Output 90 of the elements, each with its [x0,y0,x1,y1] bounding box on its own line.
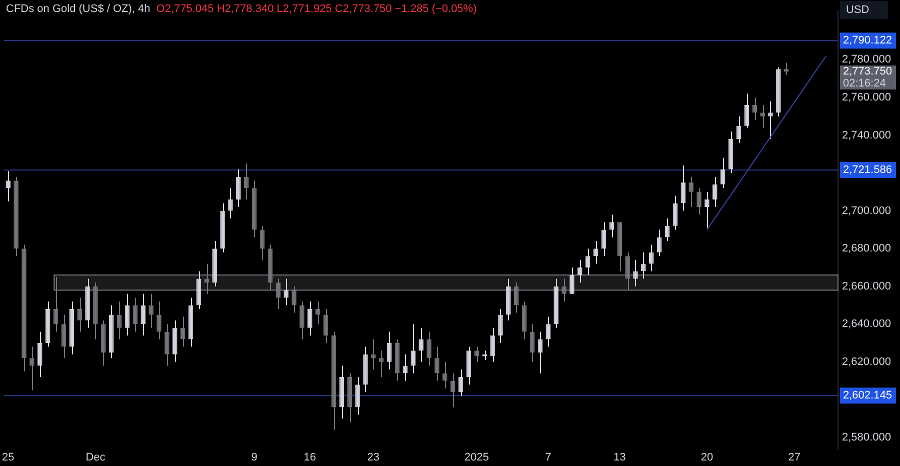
x-tick-label: 16 [304,451,316,464]
text: USD [846,4,870,16]
candlestick [236,168,241,208]
candlestick [578,259,582,284]
candlestick [490,327,495,362]
ref-line-label: 2,602.145 [843,390,892,402]
candlestick [164,324,170,366]
candlestick [410,324,416,374]
candlestick [768,100,773,140]
candlestick [585,248,590,276]
candlestick [434,346,440,382]
candlestick [284,278,288,306]
candlestick [323,308,328,344]
candlestick [292,286,296,314]
y-tick-label: 2,640.000 [842,318,891,330]
y-tick-label: 2,680.000 [842,242,891,255]
candlestick [664,218,670,242]
candlestick [140,293,146,336]
candlestick [308,300,312,336]
candlestick [752,96,757,121]
candlestick [760,104,765,128]
ref-line-label: 2,790.122 [843,34,892,47]
candlestick [680,164,686,212]
candlestick [720,157,726,189]
text: 2,773.750 [843,66,892,78]
candlestick [641,252,646,280]
x-tick-label: 7 [545,451,552,464]
candlestick [514,282,519,314]
y-tick-label: 2,660.000 [842,280,891,292]
candlestick [116,300,122,340]
candlestick [180,316,186,348]
candlestick [30,346,34,391]
candlestick [300,300,304,340]
candlestick [442,361,448,389]
candlestick [625,252,630,291]
candlestick [633,259,638,287]
candlestick [228,188,233,219]
candlestick [61,314,66,359]
y-tick-label: 2,700.000 [842,204,891,217]
candlestick [593,240,598,264]
text: 02:16:24 [843,78,886,90]
y-tick-label: 2,620.000 [842,356,891,368]
candlestick [124,293,130,336]
candlestick [696,188,702,216]
candlestick [672,195,678,230]
candlestick [378,350,384,378]
candlestick [418,327,424,362]
candlestick [458,368,464,396]
candlestick [601,222,606,257]
x-tick-label: 27 [788,451,800,464]
candlestick [712,176,718,208]
candlestick [6,170,10,202]
y-tick-label: 2,760.000 [842,92,891,104]
y-tick-label: 2,580.000 [842,432,891,444]
y-tick-label: 2,780.000 [842,54,891,66]
ref-line-label: 2,721.586 [843,164,892,176]
candlestick [156,300,162,340]
candlestick [546,316,551,348]
candlestick [656,229,662,257]
candlestick [371,338,376,370]
x-tick-label: 13 [613,451,626,464]
candlestick [609,214,614,238]
candlestick [402,354,408,382]
candlestick [260,225,265,260]
candlestick [38,331,42,378]
x-tick-label: 23 [367,451,380,464]
x-tick-label: 25 [2,451,14,464]
candlestick [77,297,82,332]
candlestick [386,331,392,370]
candlestick [148,293,154,328]
candlestick [426,331,432,366]
x-tick-label: 9 [251,451,258,464]
x-tick-label: 2025 [464,451,489,464]
candlestick [688,176,694,208]
candlestick [784,62,789,76]
candlestick [562,278,566,302]
candlestick [530,324,535,362]
chart-title: CFDs on Gold (US$ / OZ), 4h [6,3,150,15]
candlestick [570,266,574,294]
candlestick [276,278,281,310]
candlestick [53,276,58,332]
candlestick [704,191,710,228]
y-tick-label: 2,740.000 [842,129,891,142]
candlestick [648,244,654,272]
candlestick [744,93,750,128]
x-tick-label: 20 [700,451,714,464]
candlestick [498,308,503,344]
candlestick [355,376,360,416]
x-tick-label: Dec [86,451,106,464]
chart-subtitle: O2,775.045 H2,778.340 L2,771.925 C2,773.750 −1.285 (−0.05%) [156,3,477,15]
